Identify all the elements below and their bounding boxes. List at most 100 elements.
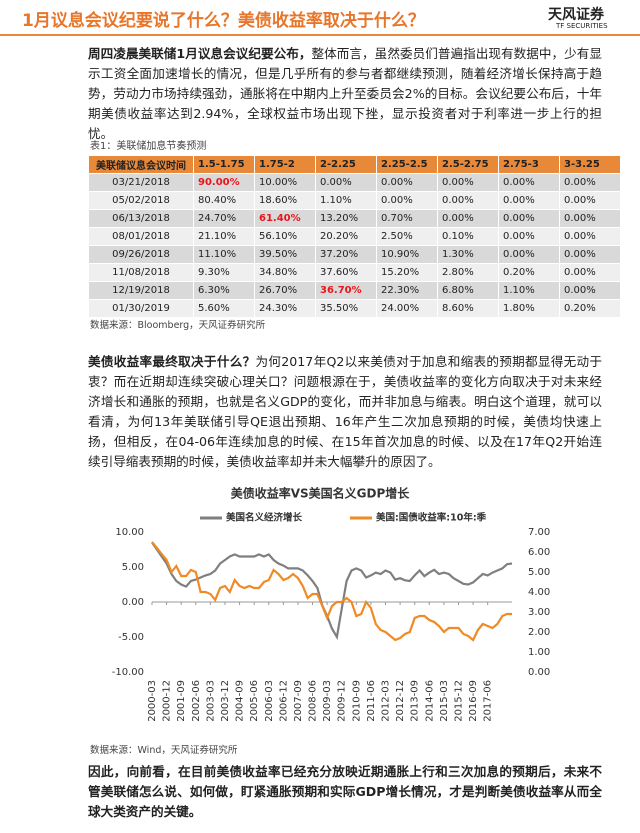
- table-cell: 15.20%: [376, 263, 438, 282]
- table-cell: 12/19/2018: [88, 281, 194, 300]
- table-row: 06/13/2018 24.70% 61.40% 13.20% 0.70% 0.00% 0.…: [88, 209, 621, 228]
- y-tick-label: -10.00: [112, 667, 144, 678]
- x-tick-label: 2004-09: [235, 680, 246, 722]
- y2-tick-label: 4.00: [528, 587, 550, 598]
- table-cell: 06/13/2018: [88, 209, 194, 228]
- table-cell: 6.30%: [193, 281, 255, 300]
- table-cell: 2.75-3: [498, 155, 560, 174]
- y2-tick-label: 2.00: [528, 627, 550, 638]
- table-cell: 0.00%: [559, 245, 621, 264]
- y2-tick-label: 0.00: [528, 667, 550, 678]
- table-cell: 24.30%: [254, 299, 316, 318]
- table-cell: 80.40%: [193, 191, 255, 210]
- table-cell: 1.10%: [498, 281, 560, 300]
- table-cell: 37.60%: [315, 263, 377, 282]
- table-cell: 24.70%: [193, 209, 255, 228]
- table-cell: 0.00%: [498, 227, 560, 246]
- table-cell: 0.00%: [498, 245, 560, 264]
- table-row: 12/19/2018 6.30% 26.70% 36.70% 22.30% 6.80% 1.…: [88, 281, 621, 300]
- x-tick-label: 2017-06: [483, 680, 494, 722]
- x-tick-label: 2012-03: [381, 680, 392, 722]
- body: 为何2017年Q2以来美债对于加息和缩表的预期都显得无动于衷？而在近期却连续突破…: [88, 354, 603, 469]
- table: 美联储议息会议时间 1.5-1.75 1.75-2 2-2.25 2.25-2.5 2.5…: [88, 155, 621, 318]
- chart-title: 美债收益率VS美国名义GDP增长: [231, 486, 411, 501]
- table-cell: 13.20%: [315, 209, 377, 228]
- table-caption: 表1：美联储加息节奏预测: [90, 141, 207, 152]
- table-cell: 0.00%: [559, 227, 621, 246]
- y-tick-label: 5.00: [122, 562, 144, 573]
- table-cell: 24.00%: [376, 299, 438, 318]
- conclusion: 因此，向前看，在目前美债收益率已经充分放映近期通胀上行和三次加息的预期后，未来不…: [88, 764, 602, 819]
- source: 数据来源：Bloomberg，天风证券研究所: [90, 320, 266, 331]
- table-cell: 6.80%: [437, 281, 499, 300]
- y-tick-label: 10.00: [115, 527, 144, 538]
- table-cell: 0.00%: [559, 191, 621, 210]
- table-cell: 0.20%: [498, 263, 560, 282]
- table-cell: 56.10%: [254, 227, 316, 246]
- table-cell: 2.80%: [437, 263, 499, 282]
- y-tick-label: -5.00: [118, 632, 144, 643]
- table-cell: 37.20%: [315, 245, 377, 264]
- x-tick-label: 2016-09: [468, 680, 479, 722]
- table-cell: 0.10%: [437, 227, 499, 246]
- x-tick-label: 2007-09: [293, 680, 304, 722]
- table-cell: 1.5-1.75: [193, 155, 255, 174]
- table-cell: 0.00%: [437, 173, 499, 192]
- table-cell: 03/21/2018: [88, 173, 194, 192]
- table-cell: 0.00%: [376, 173, 438, 192]
- y2-tick-label: 1.00: [528, 647, 550, 658]
- legend-label: 美国:国债收益率:10年:季: [375, 512, 487, 524]
- table-cell: 0.70%: [376, 209, 438, 228]
- table-cell: 0.00%: [498, 191, 560, 210]
- header: 1月议息会议纪要说了什么？美债收益率取决于什么？ 天风证券 TF SECURIT…: [0, 0, 640, 36]
- x-tick-label: 2009-03: [322, 680, 333, 722]
- legend-label: 美国名义经济增长: [225, 512, 303, 524]
- table-cell: 0.00%: [559, 263, 621, 282]
- table-cell: 90.00%: [193, 173, 255, 192]
- x-tick-label: 2015-03: [439, 680, 450, 722]
- table-cell: 3-3.25: [559, 155, 621, 174]
- table-cell: 35.50%: [315, 299, 377, 318]
- y2-tick-label: 5.00: [528, 567, 550, 578]
- table-cell: 1.80%: [498, 299, 560, 318]
- x-tick-label: 2008-06: [308, 680, 319, 722]
- table-cell: 0.00%: [498, 173, 560, 192]
- table-cell: 0.20%: [559, 299, 621, 318]
- table-row: 08/01/2018 21.10% 56.10% 20.20% 2.50% 0.10% 0.…: [88, 227, 621, 246]
- x-tick-label: 2006-03: [264, 680, 275, 722]
- table-row: 美联储议息会议时间 1.5-1.75 1.75-2 2-2.25 2.25-2.5 2.5…: [88, 155, 621, 174]
- x-tick-label: 2014-06: [424, 680, 435, 722]
- table-cell: 8.60%: [437, 299, 499, 318]
- series-line: [151, 541, 512, 642]
- table-row: 11/08/2018 9.30% 34.80% 37.60% 15.20% 2.80% 0.…: [88, 263, 621, 282]
- table-cell: 0.00%: [437, 191, 499, 210]
- table-cell: 5.60%: [193, 299, 255, 318]
- paragraph: 美债收益率最终取决于什么？为何2017年Q2以来美债对于加息和缩表的预期都显得无…: [88, 352, 602, 472]
- table-row: 05/02/2018 80.40% 18.60% 1.10% 0.00% 0.00% 0.0…: [88, 191, 621, 210]
- table-cell: 34.80%: [254, 263, 316, 282]
- table-row: 01/30/2019 5.60% 24.30% 35.50% 24.00% 8.60% 1.…: [88, 299, 621, 318]
- table-cell: 9.30%: [193, 263, 255, 282]
- table-cell: 10.00%: [254, 173, 316, 192]
- table-cell: 22.30%: [376, 281, 438, 300]
- table-cell: 0.00%: [376, 191, 438, 210]
- x-tick-label: 2003-03: [205, 680, 216, 722]
- table-cell: 0.00%: [559, 209, 621, 228]
- x-tick-label: 2000-12: [162, 680, 173, 722]
- logo-sub: TF SECURITIES: [556, 22, 608, 30]
- x-tick-label: 2011-06: [366, 680, 377, 722]
- table-cell: 21.10%: [193, 227, 255, 246]
- table-cell: 11.10%: [193, 245, 255, 264]
- table-cell: 20.20%: [315, 227, 377, 246]
- table-cell: 01/30/2019: [88, 299, 194, 318]
- table-cell: 0.00%: [559, 281, 621, 300]
- table-row: 09/26/2018 11.10% 39.50% 37.20% 10.90% 1.30% 0…: [88, 245, 621, 264]
- x-tick-label: 2015-12: [453, 680, 464, 722]
- chart: 美债收益率VS美国名义GDP增长 10.00 5.00 0.00 -5.00 -10.0…: [112, 486, 551, 722]
- paragraph: 周四凌晨美联储1月议息会议纪要公布，整体而言，虽然委员们普遍指出现有数据中，少有…: [88, 44, 602, 144]
- table-cell: 1.30%: [437, 245, 499, 264]
- table-cell: 美联储议息会议时间: [88, 155, 194, 174]
- table-cell: 0.00%: [498, 209, 560, 228]
- x-tick-label: 2005-06: [249, 680, 260, 722]
